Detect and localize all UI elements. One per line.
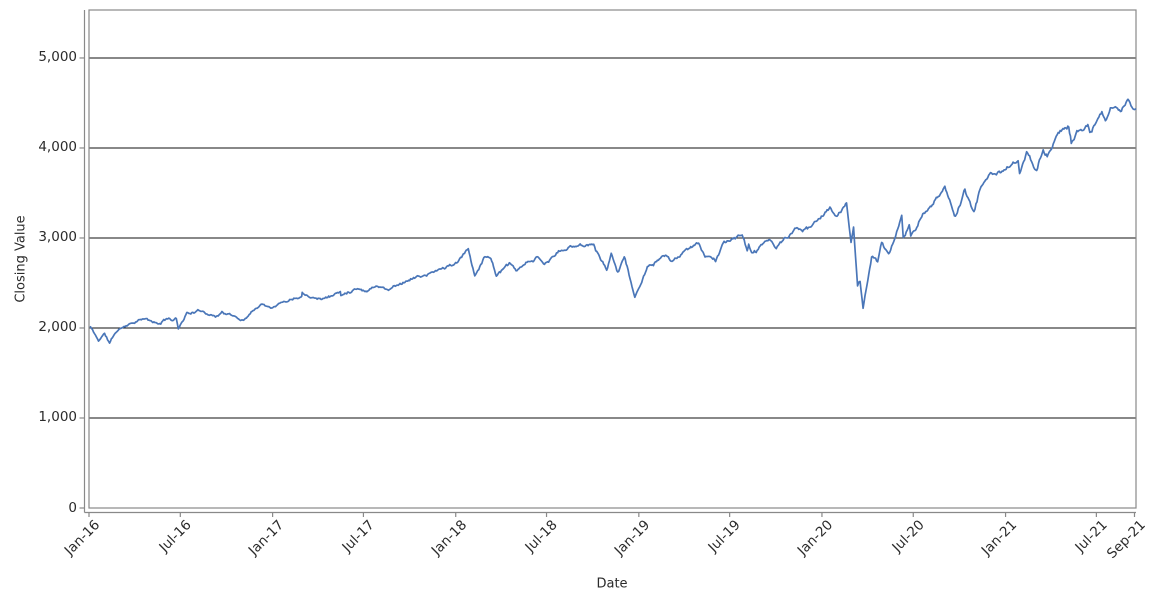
y-tick-label: 0 <box>68 499 77 516</box>
x-axis-label: Date <box>596 576 628 592</box>
series-line-closing-value <box>89 98 1137 344</box>
plot-frame <box>88 9 1137 509</box>
y-tick-label: 1,000 <box>38 409 77 426</box>
y-tick-label: 5,000 <box>38 49 77 66</box>
y-tick-label: 4,000 <box>38 139 77 156</box>
y-axis-label: Closing Value <box>13 215 29 303</box>
y-tick-label: 2,000 <box>38 319 77 336</box>
y-tick-label: 3,000 <box>38 229 77 246</box>
